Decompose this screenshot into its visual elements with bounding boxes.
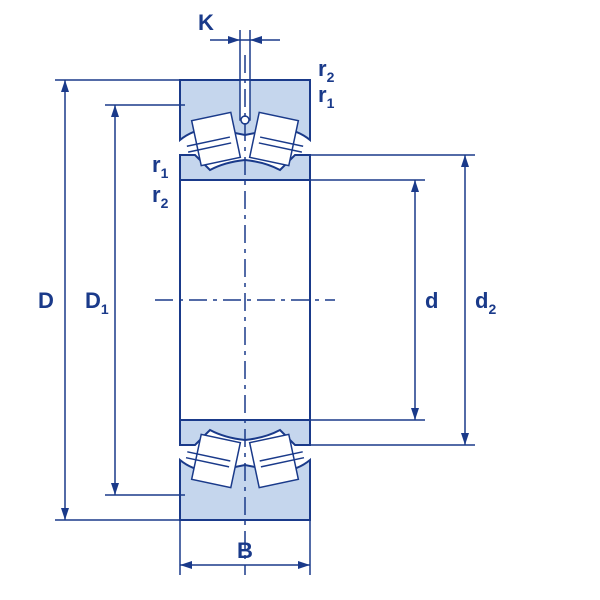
- dim-K: K: [198, 10, 280, 80]
- label-d2: d: [475, 288, 488, 313]
- labels-r-inner: r1 r2: [152, 152, 169, 211]
- svg-text:r1: r1: [318, 82, 335, 111]
- svg-text:r1: r1: [152, 152, 169, 181]
- label-d2-sub: 2: [488, 301, 496, 317]
- label-D1-sub: 1: [101, 301, 109, 317]
- label-r1-bl-sub: 1: [161, 165, 169, 181]
- svg-text:d2: d2: [475, 288, 496, 317]
- label-K: K: [198, 10, 214, 35]
- svg-text:D1: D1: [85, 288, 109, 317]
- label-D1: D: [85, 288, 101, 313]
- label-B: B: [237, 538, 253, 563]
- label-D: D: [38, 288, 54, 313]
- svg-text:r2: r2: [152, 182, 169, 211]
- dim-d2: d2: [310, 155, 496, 445]
- label-r2-tr-sub: 2: [327, 69, 335, 85]
- label-d: d: [425, 288, 438, 313]
- k-hole: [241, 116, 249, 124]
- bearing-diagram: K D D1 d d2: [0, 0, 600, 600]
- svg-text:r2: r2: [318, 56, 335, 85]
- label-r2-bl-sub: 2: [161, 195, 169, 211]
- label-r1-tr-sub: 1: [327, 95, 335, 111]
- labels-r-top-outer: r2 r1: [318, 56, 335, 111]
